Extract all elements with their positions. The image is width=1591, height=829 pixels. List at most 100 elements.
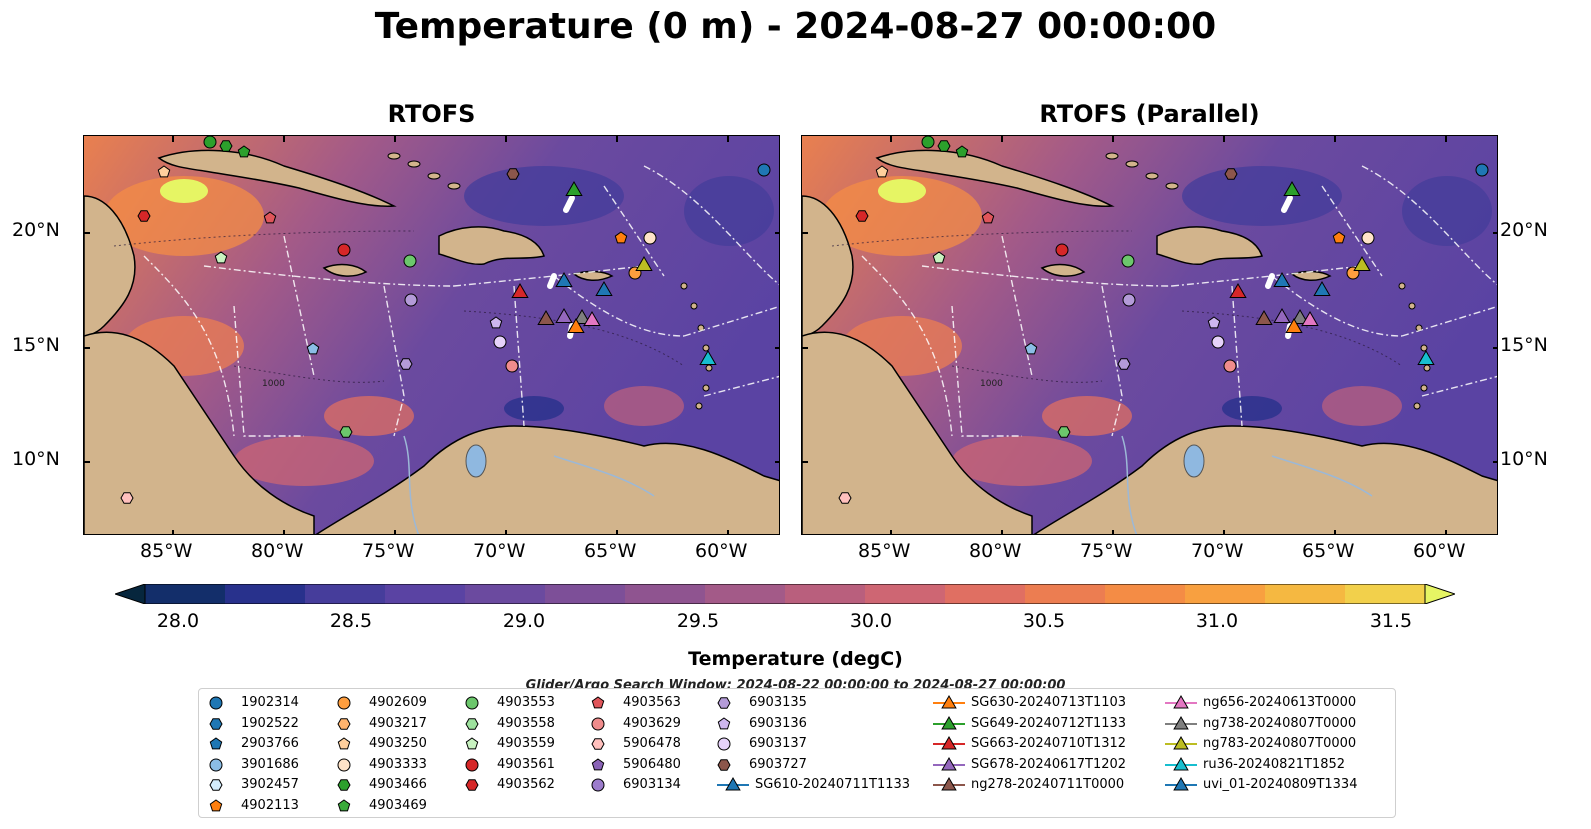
pentagon-marker-icon (337, 737, 351, 750)
argo-float-marker (921, 136, 935, 149)
colorbar-tick-31-0: 31.0 (1195, 610, 1239, 632)
legend: 1902314 1902522 2903766 3901686 3902457 49021… (198, 688, 1396, 818)
glider-marker (537, 310, 555, 325)
legend-label: 3902457 (241, 777, 299, 792)
argo-float-marker (237, 145, 251, 158)
glider-track-icon (933, 756, 965, 770)
glider-marker (555, 308, 573, 323)
legend-label: 5906480 (623, 756, 681, 772)
legend-label: 4903333 (369, 756, 427, 772)
colorbar-segment (865, 584, 946, 604)
argo-float-marker (1211, 335, 1225, 349)
circle-marker-icon (717, 737, 731, 751)
colorbar-max-extension (1424, 584, 1455, 604)
lat-label-20n-left: 20°N (12, 219, 60, 241)
colorbar-segment (1105, 584, 1186, 604)
circle-marker-icon (337, 696, 351, 710)
argo-float-marker (337, 243, 351, 257)
argo-float-marker (932, 251, 946, 264)
legend-label: 4903466 (369, 777, 427, 792)
argo-float-marker (1361, 231, 1375, 245)
glider-marker (1417, 350, 1435, 365)
argo-float-marker (1207, 316, 1221, 329)
hexagon-marker-icon (465, 717, 479, 730)
lon-label-60w-left: 60°W (695, 540, 748, 562)
argo-float-marker (157, 165, 171, 178)
legend-label: SG663-20240710T1312 (971, 736, 1127, 751)
lon-label-85w-left: 85°W (140, 540, 193, 562)
lat-label-10n-right: 10°N (1500, 448, 1548, 470)
lat-label-15n-left: 15°N (12, 334, 60, 356)
lon-label-65w-left: 65°W (584, 540, 637, 562)
glider-marker (1273, 272, 1291, 287)
lon-label-60w-right: 60°W (1413, 540, 1466, 562)
legend-label: uvi_01-20240809T1334 (1203, 777, 1358, 792)
argo-float-marker (1224, 168, 1238, 180)
argo-float-marker (955, 145, 969, 158)
argo-float-marker (306, 342, 320, 355)
glider-marker (699, 350, 717, 365)
circle-marker-icon (337, 758, 351, 771)
glider-marker (511, 283, 529, 298)
colorbar-tick-30-5: 30.5 (1022, 610, 1066, 632)
argo-float-marker (214, 251, 228, 264)
argo-float-marker (643, 231, 657, 245)
colorbar-tick-29-5: 29.5 (676, 610, 720, 632)
circle-marker-icon (209, 696, 223, 710)
argo-float-marker (203, 136, 217, 149)
hexagon-marker-icon (209, 779, 223, 791)
map-canvas: 1000 (84, 136, 779, 534)
argo-float-marker (614, 231, 628, 244)
glider-marker (573, 309, 591, 324)
glider-marker (1229, 283, 1247, 298)
hexagon-marker-icon (337, 779, 351, 791)
legend-label: 4903553 (497, 695, 555, 710)
glider-marker (555, 272, 573, 287)
colorbar-segment (545, 584, 626, 604)
legend-label: ng278-20240711T0000 (971, 777, 1125, 792)
circle-marker-icon (209, 758, 223, 771)
legend-label: ng783-20240807T0000 (1203, 736, 1357, 751)
legend-label: 6903727 (749, 756, 807, 772)
lat-label-20n-right: 20°N (1500, 219, 1548, 241)
legend-label: 4903629 (623, 715, 681, 731)
lat-label-15n-right: 15°N (1500, 334, 1548, 356)
lon-label-85w-right: 85°W (858, 540, 911, 562)
colorbar-tick-28-0: 28.0 (156, 610, 200, 632)
map-panel-rtofs[interactable]: 1000 (83, 135, 780, 535)
colorbar-tick-30-0: 30.0 (849, 610, 893, 632)
map-canvas: 1000 (802, 136, 1497, 534)
legend-label: SG678-20240617T1202 (971, 756, 1127, 772)
pentagon-marker-icon (591, 757, 605, 770)
pentagon-marker-icon (465, 737, 479, 750)
legend-label: SG649-20240712T1133 (971, 715, 1127, 731)
legend-label: ng738-20240807T0000 (1203, 715, 1357, 731)
argo-float-marker (404, 293, 418, 307)
glider-marker (1313, 281, 1331, 296)
bathymetry-label: 1000 (980, 379, 1003, 389)
glider-marker (1291, 309, 1309, 324)
argo-float-marker (120, 492, 134, 504)
colorbar-segment (145, 584, 226, 604)
colorbar-segment (785, 584, 866, 604)
legend-label: ru36-20240821T1852 (1203, 756, 1346, 772)
legend-label: 4903558 (497, 715, 555, 731)
colorbar-segment (1185, 584, 1266, 604)
argo-float-marker (1223, 359, 1237, 373)
argo-float-marker (1332, 231, 1346, 244)
lon-label-80w-right: 80°W (969, 540, 1022, 562)
bathymetry-label: 1000 (262, 379, 285, 389)
argo-float-marker (489, 316, 503, 329)
glider-marker (1301, 311, 1319, 326)
panel-title-rtofs: RTOFS (387, 100, 476, 128)
argo-float-marker (1475, 163, 1489, 177)
colorbar-tick-29-0: 29.0 (502, 610, 546, 632)
argo-float-marker (1024, 342, 1038, 355)
legend-label: 4903562 (497, 777, 555, 792)
legend-label: 5906478 (623, 736, 681, 751)
hexagon-marker-icon (717, 758, 731, 771)
glider-marker (1273, 308, 1291, 323)
legend-label: 2903766 (241, 736, 299, 751)
argo-float-marker (1117, 358, 1131, 370)
map-panel-rtofs-parallel[interactable]: 1000 (801, 135, 1498, 535)
